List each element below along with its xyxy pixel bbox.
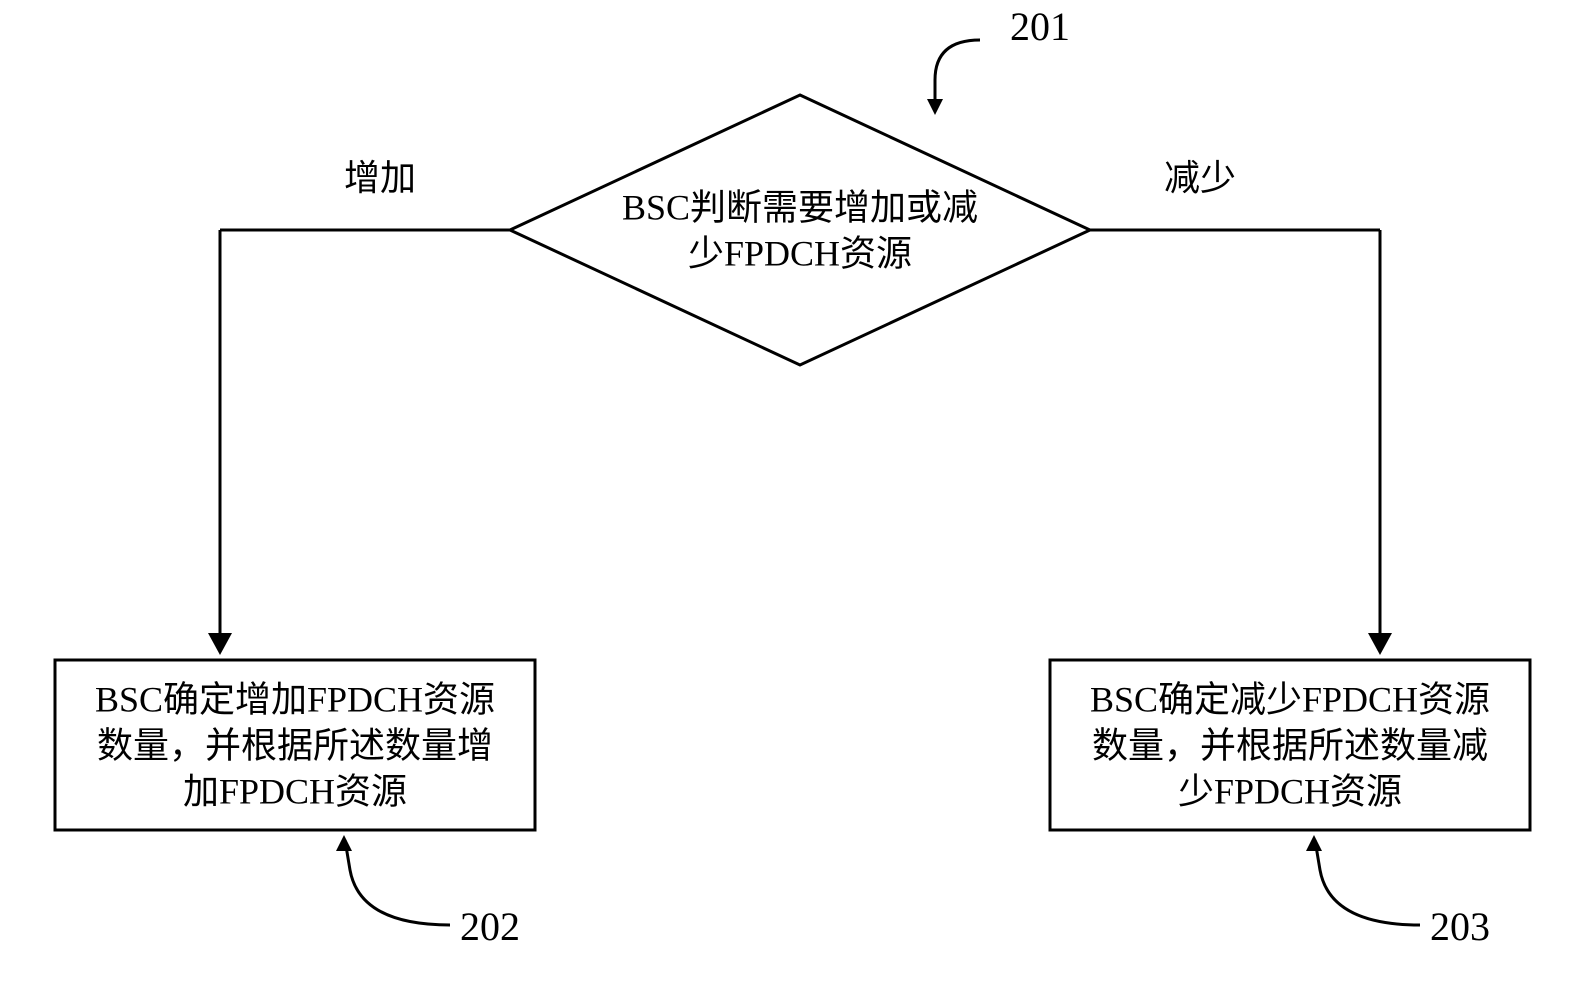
decision-node <box>510 95 1090 365</box>
decision-line: BSC判断需要增加或减 <box>622 188 978 228</box>
ref-203-leader <box>1315 840 1420 925</box>
ref-202-arrowhead <box>336 835 352 851</box>
right-branch-arrowhead <box>1368 633 1392 655</box>
ref-203-label: 203 <box>1430 904 1490 949</box>
right-branch-label: 减少 <box>1164 158 1236 198</box>
ref-202-leader <box>345 840 450 925</box>
left-branch-label: 增加 <box>344 158 416 198</box>
ref-203-arrowhead <box>1306 835 1322 851</box>
decision-text: BSC判断需要增加或减少FPDCH资源 <box>622 188 978 274</box>
process-203-line: 数量，并根据所述数量减 <box>1092 726 1488 766</box>
ref-201-label: 201 <box>1010 4 1070 49</box>
process-202-line: 数量，并根据所述数量增 <box>97 726 493 766</box>
left-branch-arrowhead <box>208 633 232 655</box>
process-202-line: 加FPDCH资源 <box>183 772 407 812</box>
ref-202-label: 202 <box>460 904 520 949</box>
decision-line: 少FPDCH资源 <box>688 234 912 274</box>
process-203-line: BSC确定减少FPDCH资源 <box>1090 680 1490 720</box>
ref-201-arrowhead <box>927 99 943 115</box>
process-202-line: BSC确定增加FPDCH资源 <box>95 680 495 720</box>
process-203-line: 少FPDCH资源 <box>1178 772 1402 812</box>
